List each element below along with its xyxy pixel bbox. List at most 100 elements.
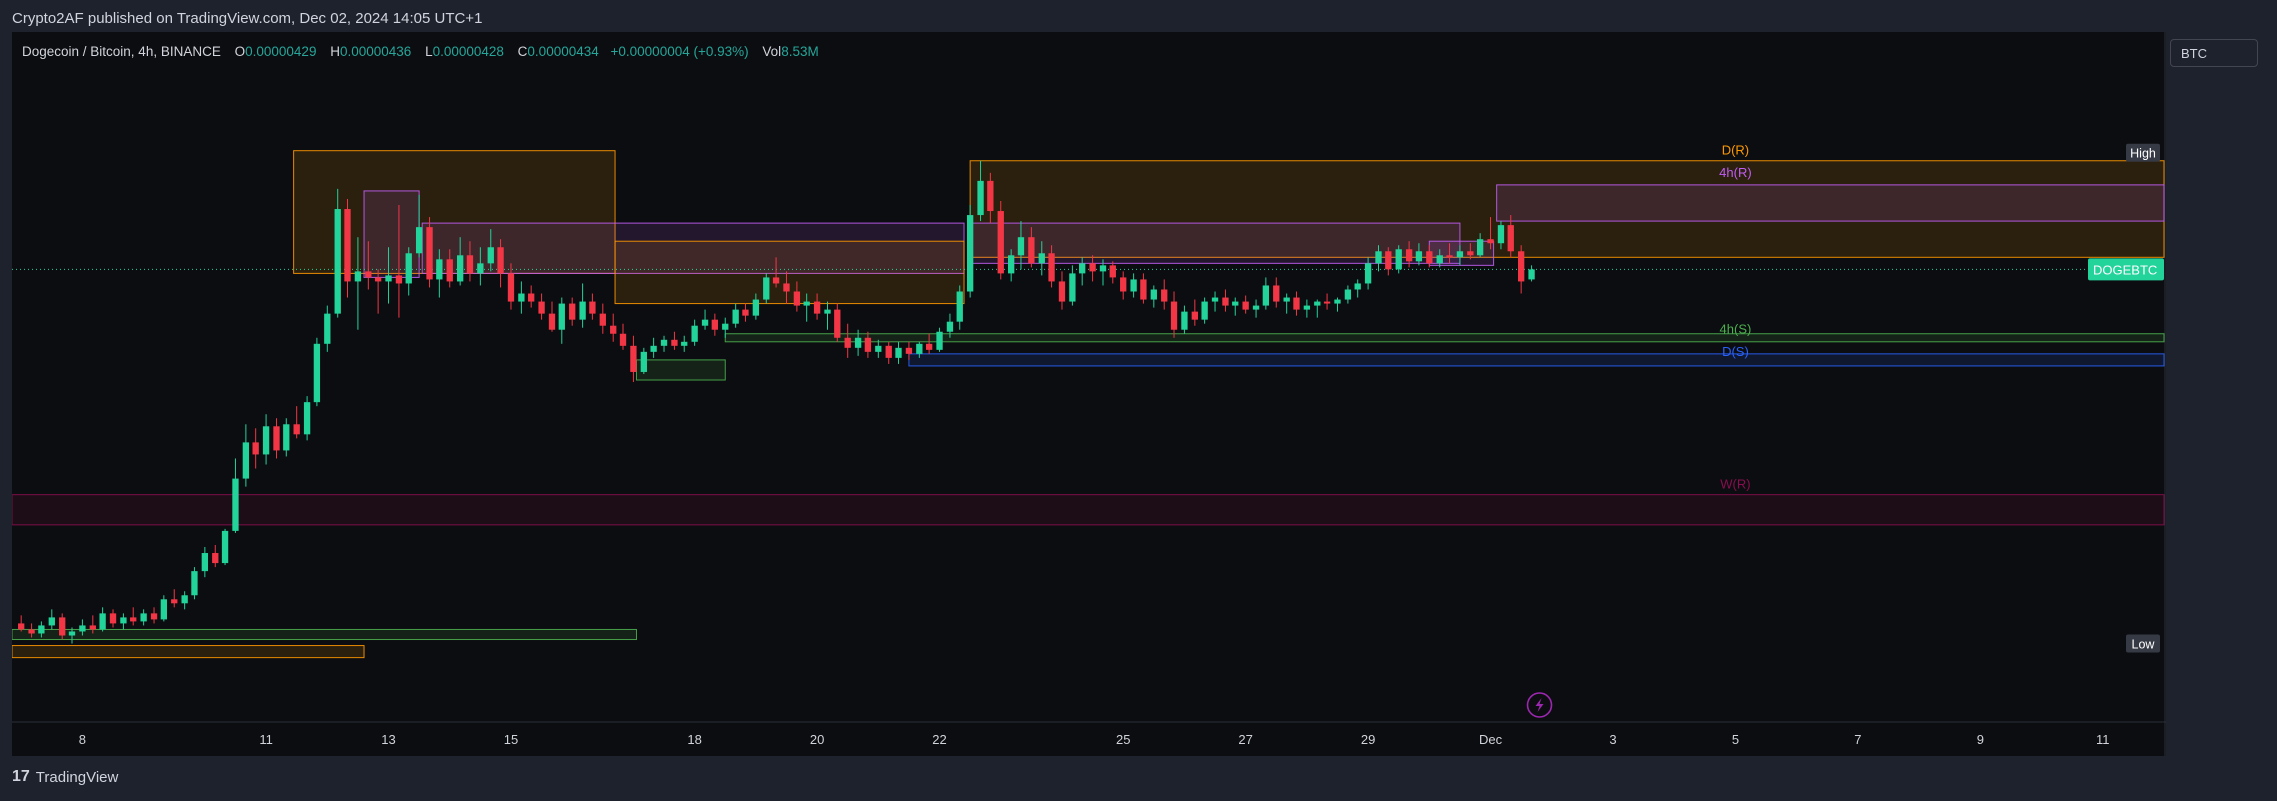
candle — [885, 345, 892, 358]
candle — [1058, 281, 1066, 302]
candle — [1323, 301, 1331, 304]
candle — [1120, 277, 1127, 292]
candle — [966, 215, 974, 292]
candle — [436, 259, 443, 280]
open-value: 0.00000429 — [245, 44, 317, 59]
candle — [987, 180, 994, 212]
candle — [834, 309, 841, 338]
candle — [1446, 255, 1453, 258]
candle — [722, 323, 729, 330]
candle — [1507, 225, 1514, 252]
candle — [742, 309, 749, 316]
candle — [1028, 237, 1035, 264]
candle — [1405, 249, 1413, 262]
candle — [374, 277, 382, 282]
volume-value: 8.53M — [781, 44, 819, 59]
candle — [1232, 301, 1239, 306]
candle — [732, 309, 739, 324]
candlestick-chart[interactable]: D(R) 4h(R) 4h(S) D(S) W(R) 8 11 13 15 18 20 22 25 27 2… — [12, 32, 2166, 756]
candle — [150, 613, 158, 620]
publisher-caption: Crypto2AF published on TradingView.com, … — [12, 10, 483, 27]
candle — [120, 617, 127, 624]
close-value: 0.00000434 — [527, 44, 599, 59]
candle — [242, 442, 250, 479]
candle — [844, 337, 851, 348]
time-tick-label: 27 — [1238, 732, 1252, 747]
currency-selector[interactable]: BTC — [2170, 39, 2258, 67]
candle — [548, 313, 556, 330]
symbol-title[interactable]: Dogecoin / Bitcoin, 4h, BINANCE — [22, 44, 221, 59]
candle — [895, 347, 902, 358]
time-tick-label: 25 — [1116, 732, 1130, 747]
low-marker-label: Low — [2132, 638, 2156, 652]
candle — [507, 273, 515, 302]
tradingview-logo[interactable]: 17 TradingView — [12, 768, 118, 786]
candle — [671, 339, 678, 346]
d-resistance-zone — [969, 160, 2165, 258]
candle — [1528, 269, 1535, 280]
candle — [1456, 251, 1464, 258]
high-value: 0.00000436 — [339, 44, 412, 59]
candle — [1354, 283, 1361, 290]
candle — [212, 553, 219, 564]
candle — [1140, 279, 1147, 300]
candle — [232, 478, 239, 531]
zone-label: D(S) — [1722, 344, 1749, 359]
time-tick-label: 15 — [504, 732, 518, 747]
candle — [221, 530, 229, 564]
candle — [650, 345, 657, 352]
candle — [1415, 251, 1423, 262]
candle — [283, 424, 290, 451]
candle — [946, 321, 954, 332]
candle — [477, 263, 484, 274]
zone-label: D(R) — [1722, 143, 1749, 158]
chart-pane[interactable]: D(R) 4h(R) 4h(S) D(S) W(R) 8 11 13 15 18 20 22 25 27 2… — [12, 32, 2166, 756]
candle — [1201, 301, 1208, 320]
candle — [589, 301, 596, 314]
tradingview-brand: TradingView — [35, 768, 119, 786]
candle — [925, 343, 933, 350]
candle — [466, 255, 474, 274]
candle — [181, 595, 188, 604]
candle — [630, 345, 637, 372]
time-tick-label: 11 — [259, 732, 273, 747]
candle — [579, 301, 586, 320]
time-tick-label: Dec — [1479, 732, 1503, 747]
candle — [803, 301, 810, 306]
time-tick-label: 3 — [1609, 732, 1616, 747]
candle — [334, 209, 341, 314]
lightning-glyph — [1535, 698, 1544, 712]
time-tick-label: 7 — [1854, 732, 1861, 747]
candle — [599, 313, 606, 326]
w-resistance-zone — [12, 494, 2165, 526]
candle — [273, 426, 280, 451]
candle — [446, 259, 453, 282]
close-label: C — [517, 44, 528, 59]
candle — [854, 337, 862, 348]
candle — [487, 247, 494, 264]
candle — [528, 293, 535, 302]
candle — [569, 303, 576, 320]
candle — [313, 343, 321, 403]
candle — [681, 341, 688, 346]
resistance-zone-c — [614, 240, 965, 305]
low-value: 0.00000428 — [432, 44, 504, 59]
zone-label: 4h(R) — [1719, 165, 1752, 180]
candle — [875, 345, 882, 352]
candle — [977, 180, 984, 216]
candle — [109, 613, 117, 624]
symbol-tag-bg — [2088, 258, 2164, 281]
candle — [813, 301, 821, 314]
zone-label: 4h(S) — [1720, 322, 1752, 337]
candle — [385, 275, 392, 282]
candle — [1211, 297, 1219, 302]
candle — [1517, 251, 1525, 282]
candle — [497, 247, 504, 274]
candle — [18, 623, 25, 630]
candle — [1079, 263, 1086, 274]
candle — [619, 333, 627, 346]
candle — [864, 337, 872, 352]
support-zone-green-low — [12, 628, 637, 641]
candle — [1314, 301, 1321, 306]
time-tick-label: 11 — [2096, 732, 2110, 747]
